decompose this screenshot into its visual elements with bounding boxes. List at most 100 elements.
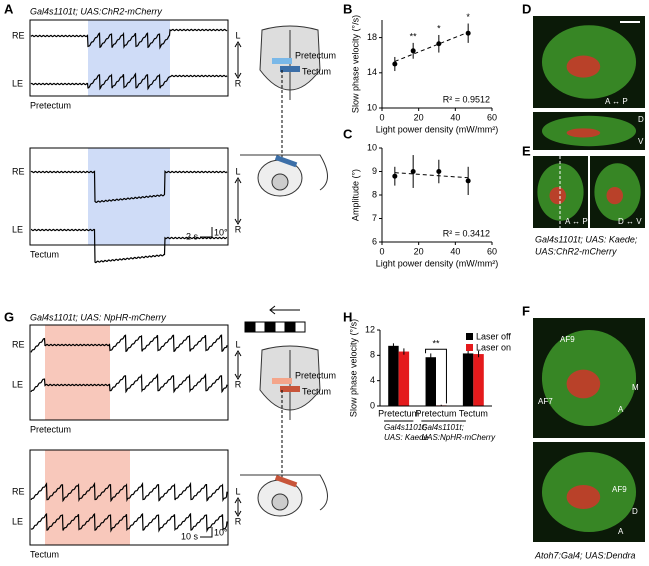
image-label: A — [618, 405, 624, 414]
trace — [30, 334, 228, 353]
panel-title: Gal4s1101t; UAS:ChR2-mCherry — [30, 6, 162, 16]
trace-label: RE — [12, 30, 25, 40]
x-tick-label: 60 — [487, 112, 497, 122]
y-tick-label: 7 — [372, 213, 377, 223]
image-label: V — [638, 137, 644, 146]
panel-label: H — [343, 309, 352, 324]
shaded-region — [88, 20, 170, 96]
x-tick-label: 60 — [487, 246, 497, 256]
y-tick-label: 12 — [365, 324, 375, 334]
bar — [398, 351, 410, 406]
y-tick-label: 14 — [367, 67, 377, 77]
optic-region — [274, 154, 298, 168]
x-axis-label: Light power density (mW/mm²) — [376, 124, 499, 134]
axis-label: L — [235, 30, 240, 40]
axis-label: L — [235, 339, 240, 349]
x-tick-label: 20 — [414, 112, 424, 122]
y-axis-label: Slow phase velocity (°/s) — [348, 319, 358, 417]
pretectum-region — [272, 378, 292, 384]
panel-label: D — [522, 1, 531, 16]
panel-label: G — [4, 309, 14, 324]
trace — [30, 512, 228, 533]
stripe — [254, 321, 266, 333]
x-tick-label: Pretectum — [415, 408, 456, 418]
panel-label: F — [522, 303, 530, 318]
arrow-head — [234, 497, 242, 517]
trace — [30, 28, 228, 50]
stripe — [274, 321, 286, 333]
fish-body — [240, 474, 328, 511]
fit-line — [394, 172, 469, 179]
legend-label: Laser off — [476, 331, 511, 341]
legend-swatch — [466, 344, 473, 351]
group-label: UAS:NpHR-mCherry — [421, 433, 496, 442]
point — [436, 169, 442, 174]
panel-label: C — [343, 126, 353, 141]
trace — [30, 481, 228, 503]
scale-bar — [200, 527, 213, 538]
x-tick-label: 0 — [379, 246, 384, 256]
schematic-label: Pretectum — [295, 50, 336, 60]
axis-label: R — [235, 224, 242, 234]
x-tick-label: 20 — [414, 246, 424, 256]
scale-label: 10 s — [181, 531, 199, 541]
pretectum-region — [272, 58, 292, 64]
group-label: UAS: Kaede — [384, 433, 429, 442]
image-red — [549, 186, 566, 205]
image-red — [606, 186, 623, 205]
image-red — [566, 485, 601, 509]
fit-line — [394, 31, 469, 62]
scale-bar — [200, 227, 213, 238]
stripe — [284, 321, 296, 333]
image-label: AF9 — [560, 335, 575, 344]
shaded-region — [45, 325, 110, 420]
shaded-region — [88, 148, 170, 245]
caption: UAS:ChR2-mCherry — [535, 246, 617, 256]
bar — [473, 354, 484, 406]
y-tick-label: 8 — [372, 189, 377, 199]
trace — [30, 228, 228, 264]
axis-label: R — [235, 78, 242, 88]
group-label: Gal4s1101t; — [384, 423, 427, 432]
region-label: Tectum — [30, 549, 59, 559]
point — [465, 178, 471, 184]
significance: * — [437, 23, 441, 33]
point — [410, 48, 416, 54]
image-label: AF7 — [538, 397, 553, 406]
axis-label: R — [235, 516, 242, 526]
y-tick-label: 9 — [372, 166, 377, 176]
arrow-head — [234, 177, 242, 225]
schematic-label: Pretectum — [295, 370, 336, 380]
significance: ** — [432, 339, 440, 349]
significance: ** — [410, 31, 418, 41]
y-axis-label: Slow phase velocity (°/s) — [350, 15, 360, 113]
trace-box — [29, 324, 229, 421]
optic-region — [274, 474, 298, 488]
axis-label: L — [235, 486, 240, 496]
image-label: A ↔ P — [565, 217, 588, 226]
caption: Atoh7:Gal4; UAS:Dendra — [534, 550, 636, 560]
arrow-head — [234, 41, 242, 79]
trace — [30, 72, 228, 91]
y-tick-label: 10 — [367, 102, 377, 112]
axis-label: R — [235, 379, 242, 389]
trace — [30, 170, 228, 204]
x-tick-label: 40 — [450, 246, 460, 256]
point — [392, 61, 398, 67]
image-label: M — [632, 383, 639, 392]
legend-swatch — [466, 333, 473, 340]
image-red — [566, 128, 601, 138]
image-label: A ↔ P — [605, 97, 628, 106]
stripe — [264, 321, 276, 333]
point — [392, 173, 398, 179]
trace-box — [29, 147, 229, 246]
image-red — [566, 55, 601, 78]
trace-label: RE — [12, 339, 25, 349]
group-label: Gal4s1101t; — [421, 423, 464, 432]
panel-label: B — [343, 1, 352, 16]
x-tick-label: 0 — [379, 112, 384, 122]
region-label: Tectum — [30, 249, 59, 259]
fish-body — [240, 154, 328, 191]
significance: * — [466, 12, 470, 22]
image-label: A — [618, 527, 624, 536]
